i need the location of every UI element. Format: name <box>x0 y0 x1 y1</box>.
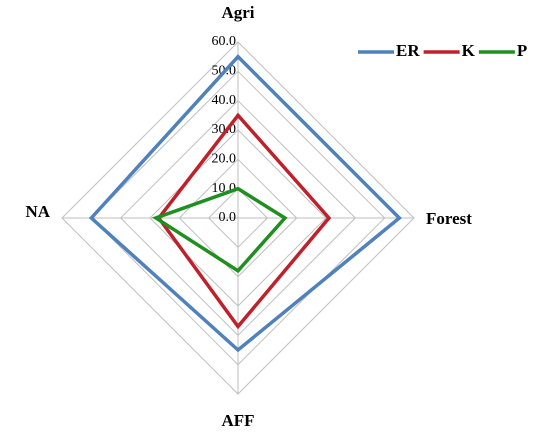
legend-label: K <box>462 41 476 60</box>
legend-label: P <box>517 41 527 60</box>
y-tick-label: 60.0 <box>212 34 237 49</box>
series-line <box>88 54 402 353</box>
category-label: NA <box>25 202 50 221</box>
y-tick-label: 0.0 <box>219 210 237 225</box>
category-label: Forest <box>426 209 472 228</box>
y-tick-label: 20.0 <box>212 152 237 167</box>
series-line <box>151 186 288 274</box>
y-tick-label: 40.0 <box>212 93 237 108</box>
category-label: Agri <box>221 3 254 22</box>
legend-label: ER <box>396 41 420 60</box>
series-line <box>156 112 332 330</box>
category-label: AFF <box>221 411 254 430</box>
